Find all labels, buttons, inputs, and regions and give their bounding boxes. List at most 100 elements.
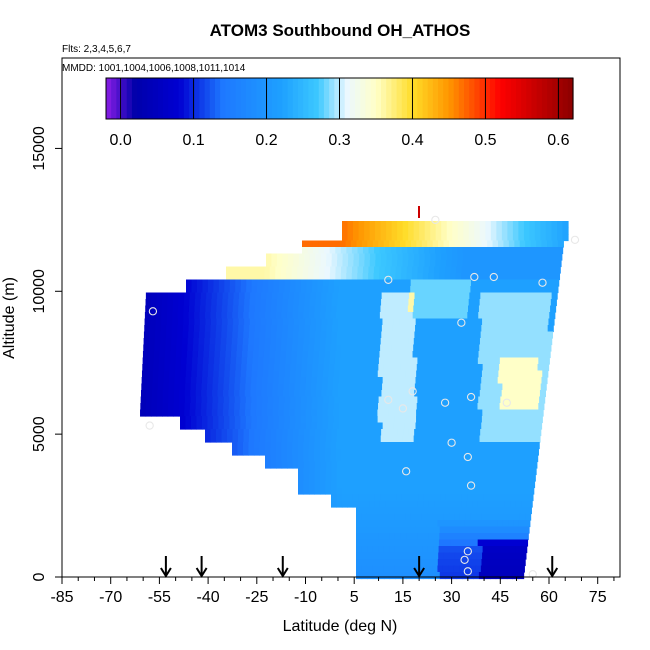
heatmap-cell <box>486 422 493 430</box>
heatmap-cell <box>230 351 238 359</box>
heatmap-cell <box>353 468 360 476</box>
heatmap-cell <box>305 377 313 385</box>
heatmap-cell <box>269 357 276 365</box>
heatmap-cell <box>480 292 487 300</box>
heatmap-cell <box>320 435 327 443</box>
heatmap-cell <box>378 364 385 372</box>
heatmap-cell <box>426 565 433 573</box>
heatmap-cell <box>372 513 379 521</box>
heatmap-cell <box>438 552 445 560</box>
heatmap-cell <box>174 377 181 385</box>
heatmap-cell <box>309 474 316 482</box>
heatmap-cell <box>382 286 389 294</box>
heatmap-cell <box>481 416 488 424</box>
heatmap-cell <box>254 305 261 313</box>
heatmap-cell <box>480 520 487 528</box>
heatmap-cell <box>481 370 489 378</box>
heatmap-cell <box>493 455 501 463</box>
heatmap-cell <box>502 474 509 482</box>
heatmap-cell <box>435 481 442 489</box>
heatmap-cell <box>235 370 242 378</box>
heatmap-cell <box>421 409 428 417</box>
plot-frame <box>61 57 621 578</box>
heatmap-cell <box>238 305 245 313</box>
heatmap-cell <box>355 409 362 417</box>
heatmap-cell <box>437 565 444 573</box>
heatmap-cell <box>476 513 483 521</box>
heatmap-cell <box>405 279 412 287</box>
heatmap-cell <box>542 318 550 326</box>
heatmap-cell <box>481 461 488 469</box>
heatmap-cell <box>261 403 269 411</box>
heatmap-cell <box>377 507 384 515</box>
heatmap-cell <box>342 305 349 313</box>
heatmap-cell <box>512 344 519 352</box>
heatmap-cell <box>494 500 501 508</box>
heatmap-cell <box>367 240 374 248</box>
heatmap-cell <box>363 494 370 502</box>
heatmap-cell <box>450 500 457 508</box>
heatmap-cell <box>507 383 514 391</box>
heatmap-cell <box>432 507 439 515</box>
heatmap-cell <box>528 442 535 450</box>
heatmap-cell <box>356 546 363 554</box>
heatmap-cell <box>551 292 558 300</box>
heatmap-cell <box>161 318 168 326</box>
observation-marker <box>463 547 472 556</box>
heatmap-cell <box>538 403 545 411</box>
heatmap-cell <box>336 344 343 352</box>
heatmap-cell <box>358 260 365 268</box>
heatmap-cell <box>278 403 285 411</box>
heatmap-cell <box>475 377 482 385</box>
heatmap-cell <box>472 455 479 463</box>
heatmap-cell <box>518 429 525 437</box>
heatmap-cell <box>353 253 360 261</box>
heatmap-cell <box>244 318 251 326</box>
heatmap-cell <box>331 461 338 469</box>
heatmap-cell <box>166 318 173 326</box>
heatmap-cell <box>359 292 366 300</box>
heatmap-cell <box>370 390 377 398</box>
heatmap-cell <box>501 221 508 229</box>
heatmap-cell <box>491 520 498 528</box>
heatmap-cell <box>315 325 322 333</box>
heatmap-cell <box>241 364 248 372</box>
heatmap-cell <box>525 513 532 521</box>
heatmap-cell <box>358 474 365 482</box>
heatmap-cell <box>465 318 472 326</box>
heatmap-cell <box>473 344 480 352</box>
heatmap-cell <box>376 318 384 326</box>
heatmap-cell <box>531 318 538 326</box>
heatmap-cell <box>450 396 457 404</box>
heatmap-cell <box>405 240 412 248</box>
heatmap-cell <box>234 383 241 391</box>
heatmap-cell <box>437 513 444 521</box>
heatmap-cell <box>494 448 501 456</box>
heatmap-cell <box>482 364 489 372</box>
heatmap-cell <box>360 318 367 326</box>
heatmap-cell <box>420 383 427 391</box>
heatmap-cell <box>467 266 474 274</box>
heatmap-cell <box>384 396 391 404</box>
heatmap-cell <box>485 390 492 398</box>
heatmap-cell <box>420 325 427 333</box>
heatmap-cell <box>286 266 293 274</box>
heatmap-cell <box>298 260 305 268</box>
heatmap-cell <box>233 299 240 307</box>
heatmap-cell <box>213 364 220 372</box>
heatmap-cell <box>413 487 420 495</box>
heatmap-cell <box>154 331 162 339</box>
heatmap-cell <box>512 435 519 443</box>
heatmap-cell <box>357 448 364 456</box>
heatmap-cell <box>551 234 558 242</box>
heatmap-cell <box>502 383 509 391</box>
heatmap-cell <box>506 442 513 450</box>
heatmap-cell <box>528 305 535 313</box>
heatmap-cell <box>297 266 304 274</box>
heatmap-cell <box>506 344 513 352</box>
heatmap-cell <box>434 312 441 320</box>
heatmap-cell <box>433 533 440 541</box>
heatmap-cell <box>519 331 526 339</box>
heatmap-cell <box>431 325 438 333</box>
